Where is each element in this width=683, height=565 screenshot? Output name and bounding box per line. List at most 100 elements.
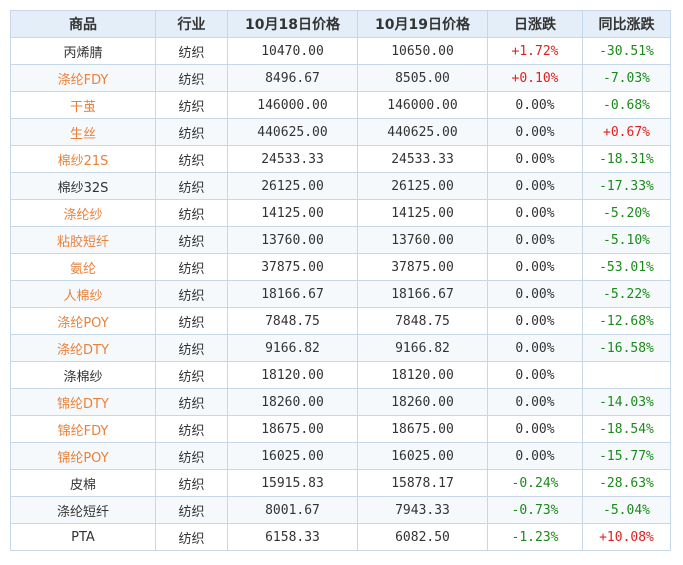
price-oct18: 6158.33 [227,523,358,551]
table-row: 涤纶POY 纺织 7848.75 7848.75 0.00% -12.68% [10,307,671,335]
daily-change: 0.00% [487,172,583,200]
table-row: 皮棉 纺织 15915.83 15878.17 -0.24% -28.63% [10,469,671,497]
price-oct19: 15878.17 [357,469,488,497]
yoy-change: -7.03% [582,64,671,92]
yoy-change: -5.10% [582,226,671,254]
industry-cell: 纺织 [155,334,228,362]
price-oct19: 7848.75 [357,307,488,335]
industry-cell: 纺织 [155,172,228,200]
table-row: 锦纶POY 纺织 16025.00 16025.00 0.00% -15.77% [10,442,671,470]
commodity-name[interactable]: 锦纶POY [10,442,156,470]
industry-cell: 纺织 [155,226,228,254]
daily-change: 0.00% [487,442,583,470]
industry-cell: 纺织 [155,199,228,227]
daily-change: 0.00% [487,226,583,254]
commodity-name: PTA [10,523,156,551]
price-oct19: 18260.00 [357,388,488,416]
yoy-change: -0.68% [582,91,671,119]
daily-change: 0.00% [487,199,583,227]
daily-change: 0.00% [487,388,583,416]
industry-cell: 纺织 [155,37,228,65]
price-oct18: 26125.00 [227,172,358,200]
commodity-name[interactable]: 氨纶 [10,253,156,281]
table-row: 锦纶FDY 纺织 18675.00 18675.00 0.00% -18.54% [10,415,671,443]
commodity-name[interactable]: 涤纶纱 [10,199,156,227]
daily-change: 0.00% [487,361,583,389]
price-oct18: 18120.00 [227,361,358,389]
price-oct18: 13760.00 [227,226,358,254]
yoy-change: -12.68% [582,307,671,335]
commodity-name[interactable]: 涤纶FDY [10,64,156,92]
commodity-name: 涤纶短纤 [10,496,156,524]
commodity-name[interactable]: 锦纶FDY [10,415,156,443]
header-yoy-change: 同比涨跌 [582,10,671,38]
industry-cell: 纺织 [155,118,228,146]
price-oct19: 16025.00 [357,442,488,470]
table-row: 氨纶 纺织 37875.00 37875.00 0.00% -53.01% [10,253,671,281]
commodity-name[interactable]: 干茧 [10,91,156,119]
commodity-name: 丙烯腈 [10,37,156,65]
price-oct19: 146000.00 [357,91,488,119]
table-row: 涤纶纱 纺织 14125.00 14125.00 0.00% -5.20% [10,199,671,227]
daily-change: +1.72% [487,37,583,65]
commodity-name[interactable]: 生丝 [10,118,156,146]
daily-change: 0.00% [487,280,583,308]
industry-cell: 纺织 [155,523,228,551]
yoy-change: -16.58% [582,334,671,362]
commodity-name[interactable]: 锦纶DTY [10,388,156,416]
commodity-name: 皮棉 [10,469,156,497]
industry-cell: 纺织 [155,307,228,335]
table-row: 人棉纱 纺织 18166.67 18166.67 0.00% -5.22% [10,280,671,308]
industry-cell: 纺织 [155,442,228,470]
commodity-name[interactable]: 棉纱21S [10,145,156,173]
table-row: 棉纱32S 纺织 26125.00 26125.00 0.00% -17.33% [10,172,671,200]
header-commodity: 商品 [10,10,156,38]
table-row: PTA 纺织 6158.33 6082.50 -1.23% +10.08% [10,523,671,551]
price-oct19: 18166.67 [357,280,488,308]
table-row: 涤纶DTY 纺织 9166.82 9166.82 0.00% -16.58% [10,334,671,362]
table-row: 丙烯腈 纺织 10470.00 10650.00 +1.72% -30.51% [10,37,671,65]
daily-change: 0.00% [487,91,583,119]
industry-cell: 纺织 [155,253,228,281]
price-oct18: 18675.00 [227,415,358,443]
price-oct19: 18675.00 [357,415,488,443]
yoy-change: -17.33% [582,172,671,200]
price-oct19: 6082.50 [357,523,488,551]
commodity-name[interactable]: 涤纶POY [10,307,156,335]
price-oct18: 18166.67 [227,280,358,308]
commodity-name[interactable]: 粘胶短纤 [10,226,156,254]
price-oct18: 14125.00 [227,199,358,227]
yoy-change: -14.03% [582,388,671,416]
table-row: 粘胶短纤 纺织 13760.00 13760.00 0.00% -5.10% [10,226,671,254]
price-oct19: 10650.00 [357,37,488,65]
commodity-price-table: 商品 行业 10月18日价格 10月19日价格 日涨跌 同比涨跌 丙烯腈 纺织 10… [10,10,671,551]
commodity-name[interactable]: 人棉纱 [10,280,156,308]
commodity-name[interactable]: 涤纶DTY [10,334,156,362]
table-row: 棉纱21S 纺织 24533.33 24533.33 0.00% -18.31% [10,145,671,173]
yoy-change: -5.04% [582,496,671,524]
price-oct19: 26125.00 [357,172,488,200]
yoy-change: -5.22% [582,280,671,308]
yoy-change: -5.20% [582,199,671,227]
price-oct18: 146000.00 [227,91,358,119]
price-oct19: 37875.00 [357,253,488,281]
yoy-change [582,361,671,389]
header-daily-change: 日涨跌 [487,10,583,38]
yoy-change: -28.63% [582,469,671,497]
price-oct19: 18120.00 [357,361,488,389]
yoy-change: -15.77% [582,442,671,470]
industry-cell: 纺织 [155,361,228,389]
table-row: 锦纶DTY 纺织 18260.00 18260.00 0.00% -14.03% [10,388,671,416]
industry-cell: 纺织 [155,496,228,524]
daily-change: -0.24% [487,469,583,497]
yoy-change: +0.67% [582,118,671,146]
table-header-row: 商品 行业 10月18日价格 10月19日价格 日涨跌 同比涨跌 [10,10,671,38]
price-oct18: 8001.67 [227,496,358,524]
price-oct18: 15915.83 [227,469,358,497]
price-table-container: 商品 行业 10月18日价格 10月19日价格 日涨跌 同比涨跌 丙烯腈 纺织 10… [10,10,671,551]
price-oct19: 13760.00 [357,226,488,254]
header-price-oct19: 10月19日价格 [357,10,488,38]
price-oct18: 7848.75 [227,307,358,335]
price-oct18: 440625.00 [227,118,358,146]
table-row: 涤纶短纤 纺织 8001.67 7943.33 -0.73% -5.04% [10,496,671,524]
